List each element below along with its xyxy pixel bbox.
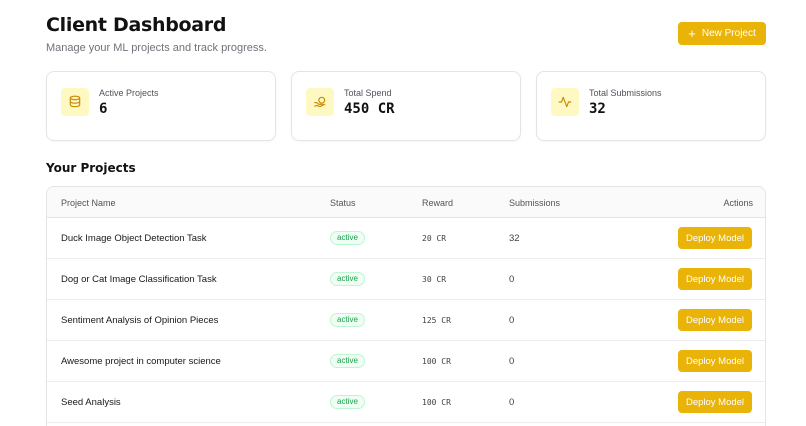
submissions-count: 0 (509, 397, 515, 408)
stat-card-active-projects: Active Projects 6 (46, 71, 276, 141)
stat-value: 450 CR (344, 101, 395, 117)
stat-label: Total Submissions (589, 88, 662, 98)
deploy-model-button[interactable]: Deploy Model (678, 391, 752, 413)
activity-icon (551, 88, 579, 116)
page-subtitle: Manage your ML projects and track progre… (46, 42, 267, 54)
stat-value: 32 (589, 101, 606, 117)
deploy-model-button[interactable]: Deploy Model (678, 350, 752, 372)
column-header-project-name: Project Name (61, 198, 116, 208)
status-badge: active (330, 354, 365, 368)
column-header-status: Status (330, 198, 356, 208)
submissions-count: 0 (509, 356, 515, 367)
stat-card-total-submissions: Total Submissions 32 (536, 71, 766, 141)
projects-table: Project Name Status Reward Submissions A… (46, 186, 766, 426)
project-name: Awesome project in computer science (61, 356, 221, 367)
deploy-model-button[interactable]: Deploy Model (678, 227, 752, 249)
submissions-count: 0 (509, 315, 515, 326)
status-badge: active (330, 272, 365, 286)
page-title: Client Dashboard (46, 14, 227, 36)
stat-label: Active Projects (99, 88, 159, 98)
table-row: Seed Analysis active 100 CR 0 Deploy Mod… (47, 382, 765, 423)
page-header: Client Dashboard Manage your ML projects… (46, 14, 267, 54)
reward-value: 100 CR (422, 398, 451, 407)
table-row: Sentiment Analysis of Opinion Pieces act… (47, 300, 765, 341)
column-header-submissions: Submissions (509, 198, 561, 208)
deploy-model-button[interactable]: Deploy Model (678, 309, 752, 331)
reward-value: 20 CR (422, 234, 447, 243)
project-name: Sentiment Analysis of Opinion Pieces (61, 315, 219, 326)
table-header: Project Name Status Reward Submissions A… (47, 187, 765, 218)
reward-value: 100 CR (422, 357, 451, 366)
stat-label: Total Spend (344, 88, 392, 98)
status-badge: active (330, 395, 365, 409)
new-project-button[interactable]: + New Project (678, 22, 766, 45)
stat-value: 6 (99, 101, 108, 117)
stats-cards: Active Projects 6 Total Spend 450 CR Tot… (46, 71, 766, 141)
plus-icon: + (688, 25, 696, 41)
project-name: Duck Image Object Detection Task (61, 233, 207, 244)
coins-icon (306, 88, 334, 116)
column-header-actions: Actions (723, 198, 753, 208)
table-row: Dog or Cat Image Classification Task act… (47, 259, 765, 300)
deploy-model-button[interactable]: Deploy Model (678, 268, 752, 290)
new-project-label: New Project (701, 28, 756, 39)
status-badge: active (330, 231, 365, 245)
stat-card-total-spend: Total Spend 450 CR (291, 71, 521, 141)
status-badge: active (330, 313, 365, 327)
column-header-reward: Reward (422, 198, 454, 208)
projects-section-title: Your Projects (46, 161, 136, 175)
reward-value: 125 CR (422, 316, 451, 325)
submissions-count: 32 (509, 233, 520, 244)
table-row: Duck Image Object Detection Task active … (47, 218, 765, 259)
table-row: Awesome project in computer science acti… (47, 341, 765, 382)
project-name: Dog or Cat Image Classification Task (61, 274, 217, 285)
submissions-count: 0 (509, 274, 515, 285)
database-icon (61, 88, 89, 116)
reward-value: 30 CR (422, 275, 447, 284)
project-name: Seed Analysis (61, 397, 121, 408)
